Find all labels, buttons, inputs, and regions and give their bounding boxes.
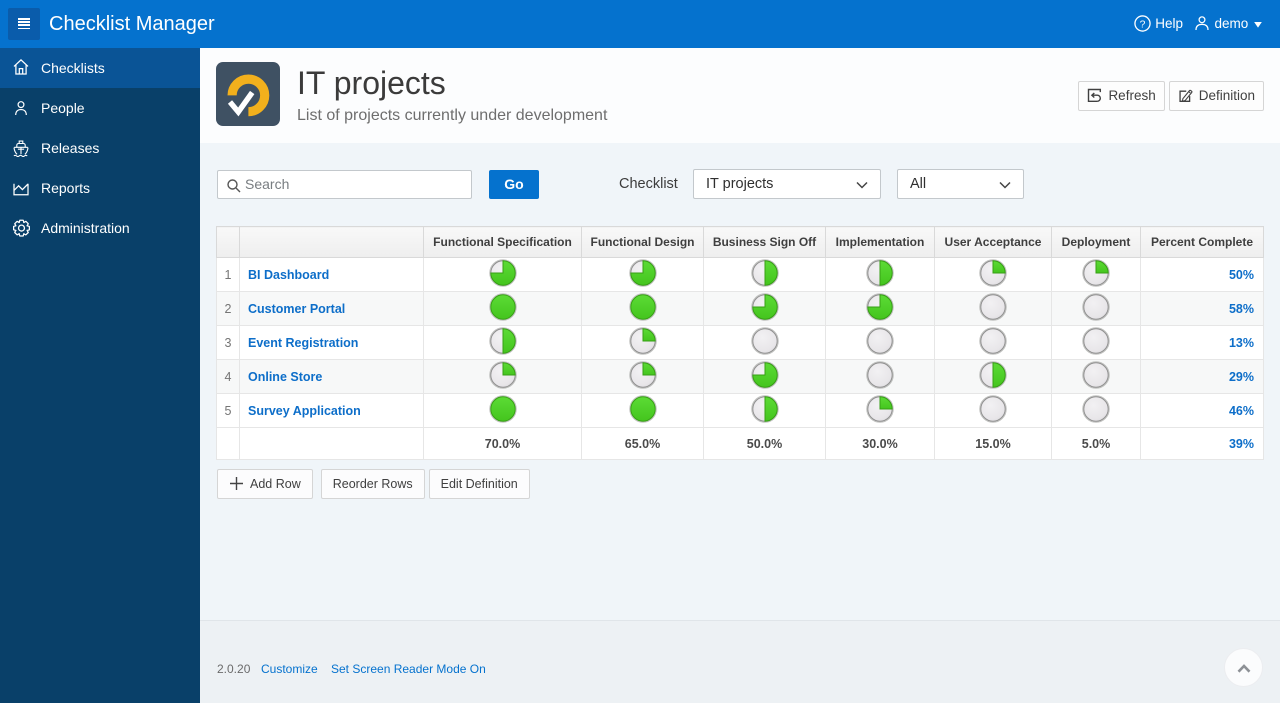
svg-text:?: ? (1140, 19, 1146, 30)
